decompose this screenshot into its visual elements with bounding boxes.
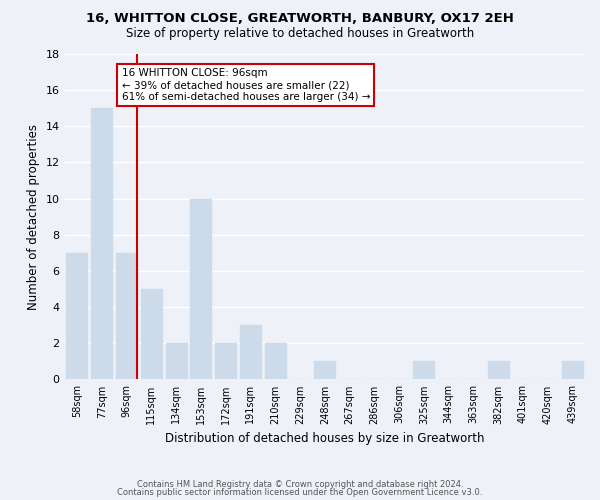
Bar	[215, 344, 236, 380]
Bar	[190, 198, 211, 380]
X-axis label: Distribution of detached houses by size in Greatworth: Distribution of detached houses by size …	[165, 432, 485, 445]
Text: Contains public sector information licensed under the Open Government Licence v3: Contains public sector information licen…	[118, 488, 482, 497]
Bar	[314, 362, 335, 380]
Text: 16 WHITTON CLOSE: 96sqm
← 39% of detached houses are smaller (22)
61% of semi-de: 16 WHITTON CLOSE: 96sqm ← 39% of detache…	[122, 68, 370, 102]
Bar	[141, 289, 162, 380]
Bar	[91, 108, 112, 380]
Text: Size of property relative to detached houses in Greatworth: Size of property relative to detached ho…	[126, 28, 474, 40]
Text: 16, WHITTON CLOSE, GREATWORTH, BANBURY, OX17 2EH: 16, WHITTON CLOSE, GREATWORTH, BANBURY, …	[86, 12, 514, 26]
Bar	[116, 253, 137, 380]
Bar	[413, 362, 434, 380]
Y-axis label: Number of detached properties: Number of detached properties	[27, 124, 40, 310]
Bar	[67, 253, 88, 380]
Bar	[488, 362, 509, 380]
Bar	[166, 344, 187, 380]
Bar	[562, 362, 583, 380]
Bar	[265, 344, 286, 380]
Text: Contains HM Land Registry data © Crown copyright and database right 2024.: Contains HM Land Registry data © Crown c…	[137, 480, 463, 489]
Bar	[240, 325, 261, 380]
